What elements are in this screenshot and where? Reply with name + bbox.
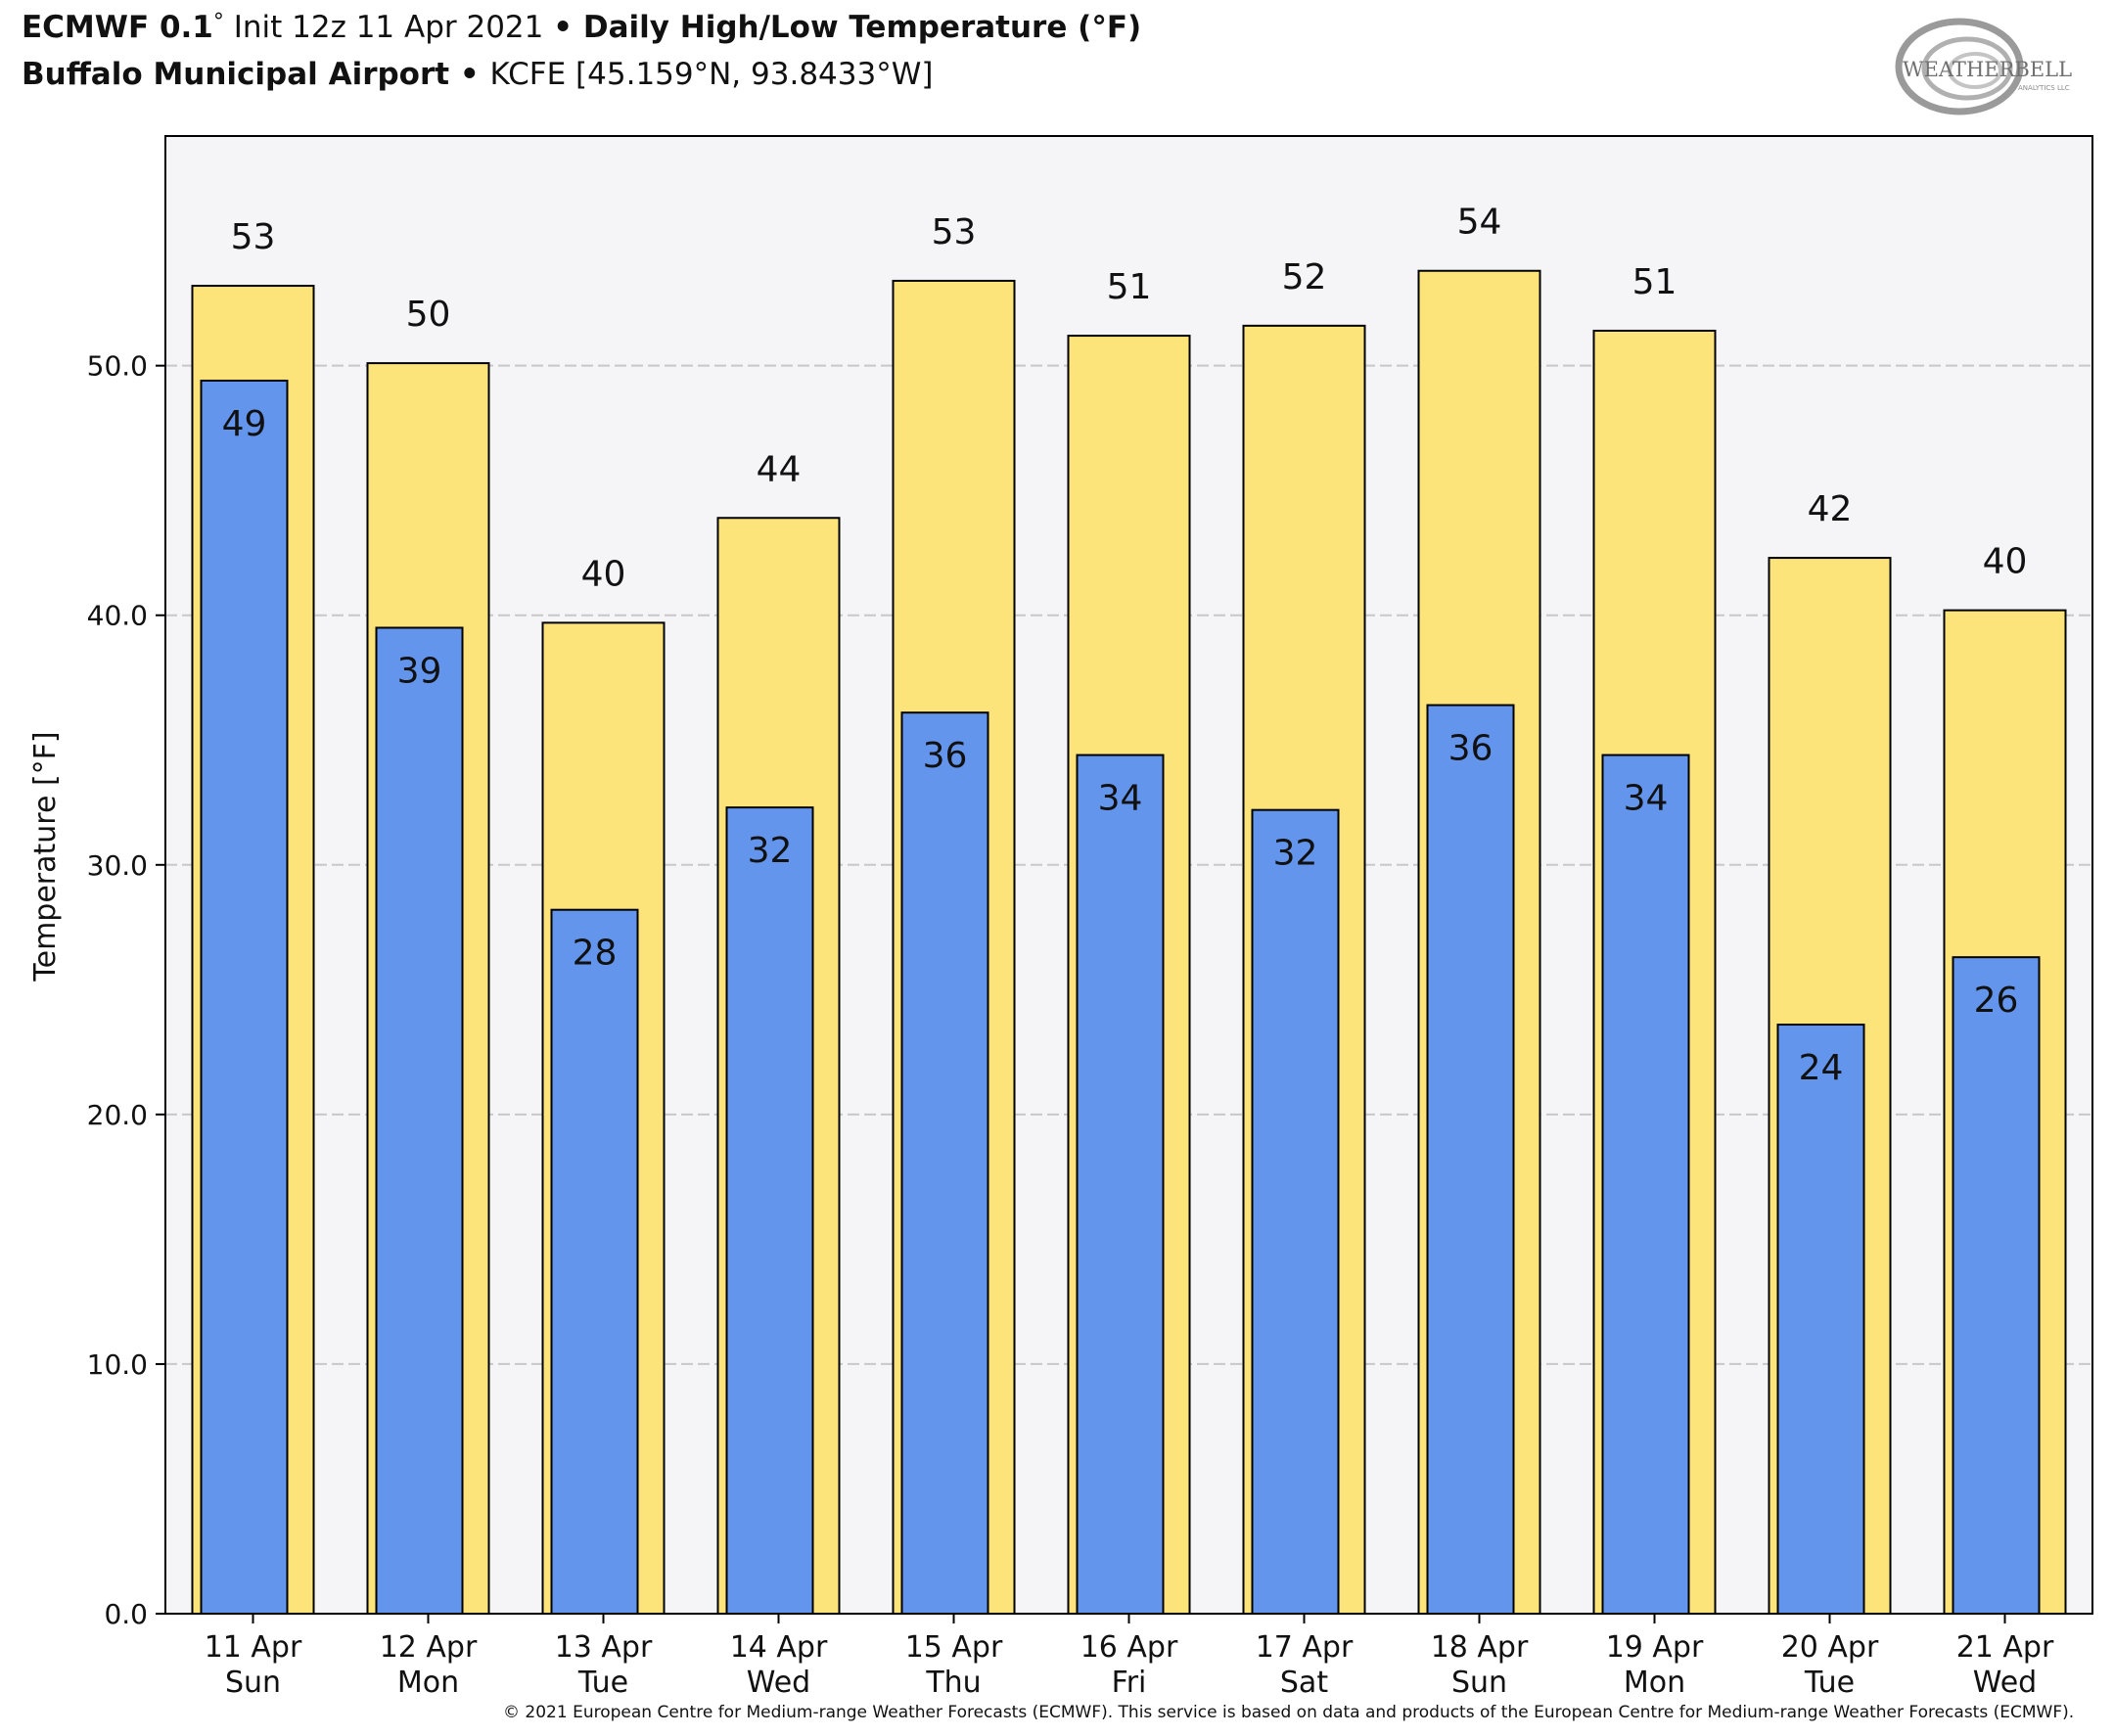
low-temp-bar bbox=[1251, 808, 1340, 1615]
high-temp-label: 52 bbox=[1282, 257, 1327, 297]
low-temp-label: 36 bbox=[1448, 729, 1494, 769]
low-temp-label: 36 bbox=[923, 736, 968, 776]
x-tick-label-day: Tue bbox=[1804, 1666, 1855, 1700]
x-tick-label-day: Fri bbox=[1112, 1666, 1147, 1700]
low-temp-bar bbox=[1076, 754, 1165, 1615]
y-axis: 0.0 10.0 20.0 30.0 40.0 50.0 bbox=[87, 350, 165, 1630]
y-tick-label: 40.0 bbox=[87, 600, 148, 632]
low-temp-label: 34 bbox=[1624, 779, 1669, 819]
y-tick-label: 50.0 bbox=[87, 350, 148, 383]
low-temp-label: 32 bbox=[748, 831, 793, 871]
x-tick-label-date: 12 Apr bbox=[380, 1630, 478, 1665]
low-temp-label: 49 bbox=[222, 404, 267, 444]
high-temp-label: 44 bbox=[757, 449, 802, 489]
product-name: Daily High/Low Temperature (°F) bbox=[573, 10, 1142, 45]
x-tick-label-day: Sun bbox=[225, 1666, 281, 1700]
high-temp-label: 54 bbox=[1457, 203, 1502, 243]
y-axis-label: Temperature [°F] bbox=[28, 731, 63, 982]
x-tick-label-date: 17 Apr bbox=[1256, 1630, 1354, 1665]
bars: 53 49 50 39 40 28 44 32 53 36 51 34 52 32 54 36 51 34 42 24… bbox=[191, 203, 2067, 1616]
copyright-footer: © 2021 European Centre for Medium-range … bbox=[503, 1703, 2075, 1722]
x-tick-label-date: 11 Apr bbox=[205, 1630, 302, 1665]
high-temp-label: 53 bbox=[932, 212, 977, 252]
model-name: ECMWF 0.1 bbox=[22, 10, 213, 45]
init-time: Init 12z 11 Apr 2021 bbox=[223, 10, 554, 45]
subtitle-bullet: • bbox=[449, 57, 490, 92]
x-tick-label-day: Thu bbox=[925, 1666, 981, 1700]
chart-title: ECMWF 0.1° Init 12z 11 Apr 2021 • Daily … bbox=[22, 10, 1141, 45]
high-temp-label: 40 bbox=[581, 554, 626, 594]
y-tick-label: 20.0 bbox=[87, 1099, 148, 1131]
x-tick-label-day: Sat bbox=[1280, 1666, 1328, 1700]
x-tick-label-date: 15 Apr bbox=[905, 1630, 1003, 1665]
low-temp-label: 26 bbox=[1974, 981, 2019, 1021]
logo-text: WEATHERBELL bbox=[1903, 58, 2072, 81]
low-temp-bar bbox=[1952, 956, 2041, 1615]
x-tick-label-day: Wed bbox=[1973, 1666, 2037, 1700]
high-temp-label: 42 bbox=[1808, 489, 1853, 529]
y-tick-label: 10.0 bbox=[87, 1348, 148, 1381]
low-temp-bar bbox=[1776, 1024, 1865, 1615]
low-temp-label: 28 bbox=[573, 934, 618, 974]
low-temp-bar bbox=[550, 908, 639, 1615]
x-tick-label-date: 18 Apr bbox=[1431, 1630, 1529, 1665]
high-temp-label: 51 bbox=[1107, 267, 1152, 307]
x-tick-label-day: Sun bbox=[1451, 1666, 1507, 1700]
low-temp-label: 32 bbox=[1273, 834, 1318, 874]
x-tick-label-date: 16 Apr bbox=[1080, 1630, 1178, 1665]
high-temp-label: 53 bbox=[231, 217, 276, 257]
x-tick-label-date: 13 Apr bbox=[555, 1630, 653, 1665]
low-temp-bar bbox=[725, 806, 814, 1615]
low-temp-bar bbox=[200, 379, 289, 1616]
x-tick-label-day: Tue bbox=[577, 1666, 628, 1700]
x-tick-label-date: 21 Apr bbox=[1956, 1630, 2054, 1665]
low-temp-bar bbox=[375, 626, 464, 1615]
title-bullet: • bbox=[553, 10, 574, 45]
x-tick-label-day: Mon bbox=[1624, 1666, 1685, 1700]
station-info: KCFE [45.159°N, 93.8433°W] bbox=[489, 57, 934, 92]
logo-subtext: ANALYTICS LLC bbox=[2018, 84, 2070, 92]
low-temp-bar bbox=[900, 711, 989, 1615]
y-tick-label: 30.0 bbox=[87, 849, 148, 882]
low-temp-label: 34 bbox=[1098, 779, 1143, 819]
low-temp-bar bbox=[1426, 704, 1515, 1615]
low-temp-bar bbox=[1601, 754, 1690, 1615]
x-tick-label-day: Mon bbox=[397, 1666, 459, 1700]
x-tick-label-day: Wed bbox=[747, 1666, 810, 1700]
x-tick-label-date: 19 Apr bbox=[1606, 1630, 1704, 1665]
x-tick-label-date: 14 Apr bbox=[730, 1630, 828, 1665]
low-temp-label: 24 bbox=[1799, 1048, 1844, 1088]
x-tick-label-date: 20 Apr bbox=[1781, 1630, 1879, 1665]
chart-subtitle: Buffalo Municipal Airport • KCFE [45.159… bbox=[22, 57, 933, 92]
high-temp-label: 51 bbox=[1632, 262, 1677, 302]
high-temp-label: 40 bbox=[1983, 542, 2028, 582]
y-tick-label: 0.0 bbox=[104, 1598, 148, 1630]
station-name: Buffalo Municipal Airport bbox=[22, 57, 450, 92]
weatherbell-logo: WEATHERBELL ANALYTICS LLC bbox=[1895, 18, 2072, 115]
high-temp-label: 50 bbox=[406, 295, 451, 335]
low-temp-label: 39 bbox=[397, 651, 442, 691]
degree-symbol: ° bbox=[212, 10, 224, 34]
